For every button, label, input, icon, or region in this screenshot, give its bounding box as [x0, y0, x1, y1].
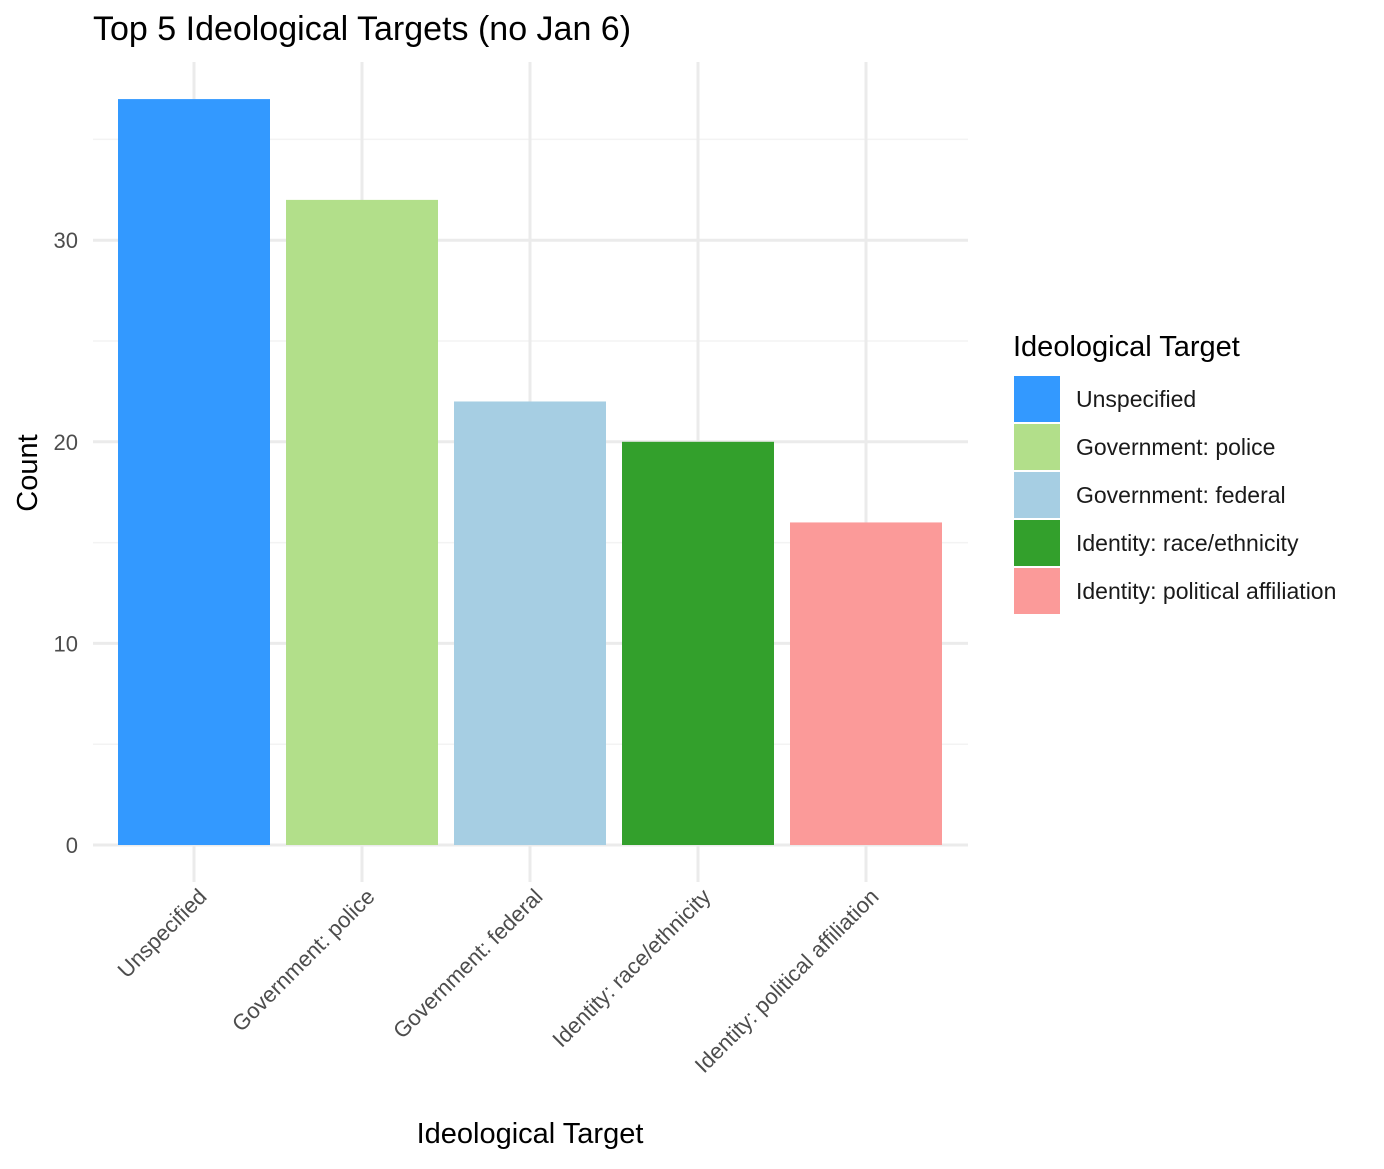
bar-government-federal [454, 401, 606, 845]
legend-key [1014, 376, 1060, 422]
x-axis-title: Ideological Target [417, 1118, 644, 1150]
legend-label: Government: police [1076, 434, 1275, 460]
legend-label: Identity: political affiliation [1076, 578, 1336, 604]
y-tick-label: 30 [54, 228, 78, 253]
x-tick-label: Government: police [227, 884, 380, 1037]
legend-items: Unspecified Government: police Government:… [1014, 376, 1336, 614]
legend-key [1014, 424, 1060, 470]
bars [118, 99, 942, 845]
legend-key [1014, 520, 1060, 566]
legend: Ideological Target Unspecified Government… [1013, 331, 1336, 614]
y-axis-title: Count [12, 434, 44, 511]
y-tick-label: 20 [54, 430, 78, 455]
x-tick-label: Government: federal [388, 884, 547, 1043]
legend-title: Ideological Target [1013, 331, 1240, 363]
legend-key [1014, 472, 1060, 518]
legend-label: Government: federal [1076, 482, 1286, 508]
x-tick-label: Identity: race/ethnicity [547, 884, 715, 1052]
chart-title: Top 5 Ideological Targets (no Jan 6) [93, 10, 631, 48]
bar-identity-race-ethnicity [622, 441, 774, 845]
legend-label: Identity: race/ethnicity [1076, 530, 1299, 556]
y-tick-label: 10 [54, 631, 78, 656]
legend-key [1014, 568, 1060, 614]
y-tick-label: 0 [66, 833, 78, 858]
bar-government-police [286, 199, 438, 845]
bar-unspecified [118, 99, 270, 845]
y-axis: 0 10 20 30 [54, 228, 78, 858]
x-tick-label: Unspecified [113, 884, 212, 983]
bar-identity-political-affiliation [790, 522, 942, 845]
legend-label: Unspecified [1076, 386, 1196, 412]
x-tick-label: Identity: political affiliation [690, 884, 884, 1078]
x-axis: Unspecified Government: police Government:… [113, 884, 884, 1078]
